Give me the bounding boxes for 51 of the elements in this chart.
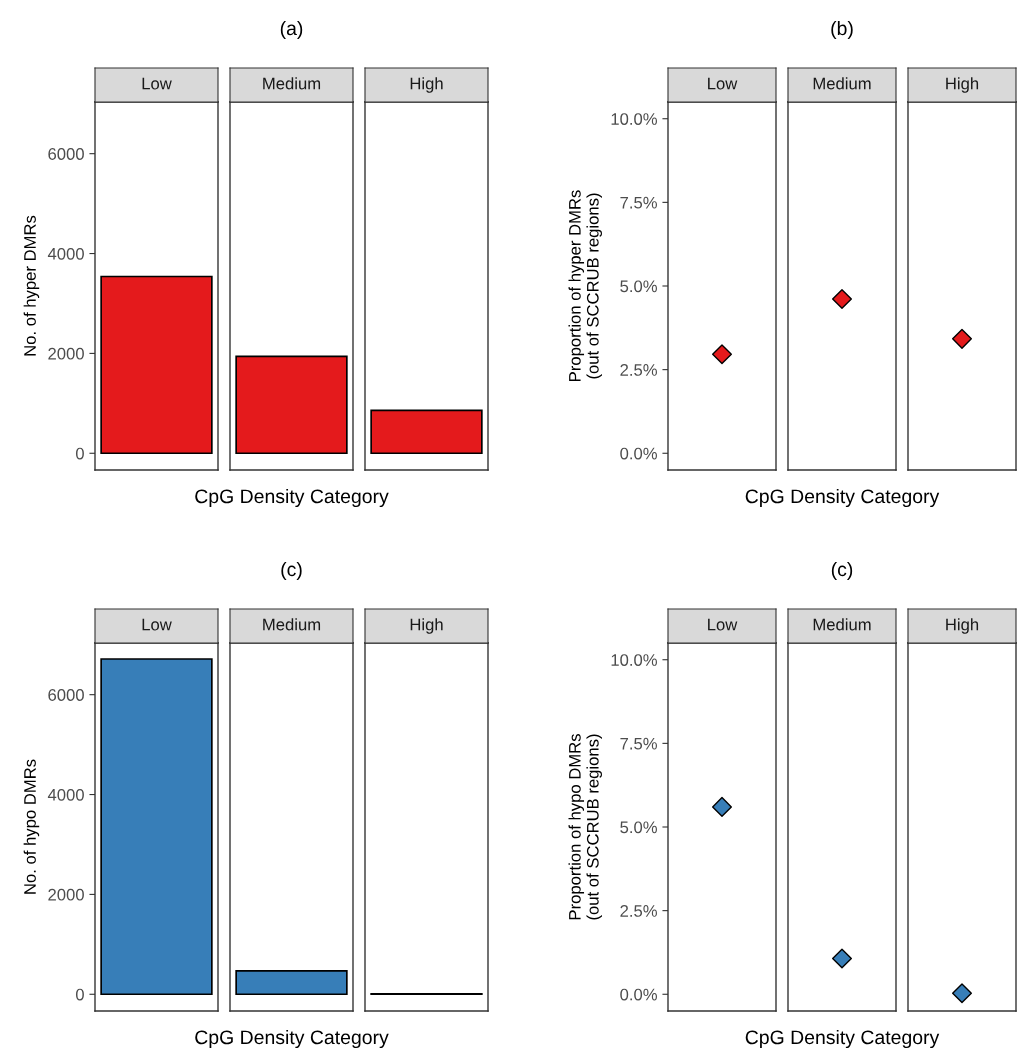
y-tick-label: 5.0% [620, 280, 657, 293]
y-tick-label: 7.5% [620, 737, 657, 750]
y-tick-label: 2.5% [620, 364, 657, 376]
category-label: Low [708, 77, 738, 90]
chart-title: (c) [831, 561, 853, 581]
y-axis-title: Proportion of hypo DMRs (out of SCCRUB regions) [568, 734, 602, 920]
category-label: Low [708, 618, 738, 631]
y-tick-label: 7.5% [620, 196, 657, 209]
x-axis-title: CpG Density Category [745, 1029, 940, 1049]
category-label: Medium [813, 77, 871, 90]
chart-title: (c) [281, 561, 302, 581]
y-tick-label: 2000 [48, 347, 84, 360]
y-axis-title: Proportion of hyper DMRs (out of SCCRUB regions) [568, 190, 602, 381]
point [951, 983, 973, 1004]
bar [235, 970, 348, 996]
category-label: High [410, 77, 443, 93]
y-tick-label: 2000 [48, 888, 84, 901]
x-axis-title: CpG Density Category [745, 488, 940, 508]
y-tick-label: 0.0% [620, 447, 657, 460]
y-tick-label: 0 [75, 447, 84, 460]
point [831, 289, 853, 310]
point [951, 328, 973, 349]
point [831, 948, 853, 969]
category-label: High [946, 618, 979, 634]
category-label: Low [142, 77, 172, 90]
chart-title: (b) [831, 20, 853, 40]
y-axis-title: No. of hyper DMRs [23, 215, 40, 356]
y-tick-label: 6000 [48, 148, 84, 160]
y-tick-label: 0 [75, 988, 84, 1001]
y-tick-label: 10.0% [611, 113, 657, 125]
y-tick-label: 0.0% [620, 988, 657, 1001]
y-tick-label: 4000 [47, 247, 84, 260]
y-tick-label: 5.0% [620, 821, 657, 834]
category-label: Medium [263, 618, 321, 631]
category-label: Medium [813, 618, 871, 631]
y-tick-label: 6000 [48, 689, 84, 701]
point [711, 796, 733, 817]
category-label: High [946, 77, 979, 93]
y-tick-label: 4000 [47, 788, 84, 801]
y-tick-label: 2.5% [620, 905, 657, 917]
category-label: Medium [263, 77, 321, 90]
x-axis-title: CpG Density Category [195, 488, 389, 508]
bar [370, 409, 483, 455]
y-axis-title: No. of hypo DMRs [23, 759, 40, 894]
category-label: Low [142, 618, 172, 631]
bar [235, 355, 348, 455]
y-tick-label: 10.0% [611, 654, 657, 666]
point [711, 344, 733, 365]
chart-title: (a) [280, 20, 303, 40]
category-label: High [410, 618, 443, 634]
x-axis-title: CpG Density Category [195, 1029, 389, 1049]
